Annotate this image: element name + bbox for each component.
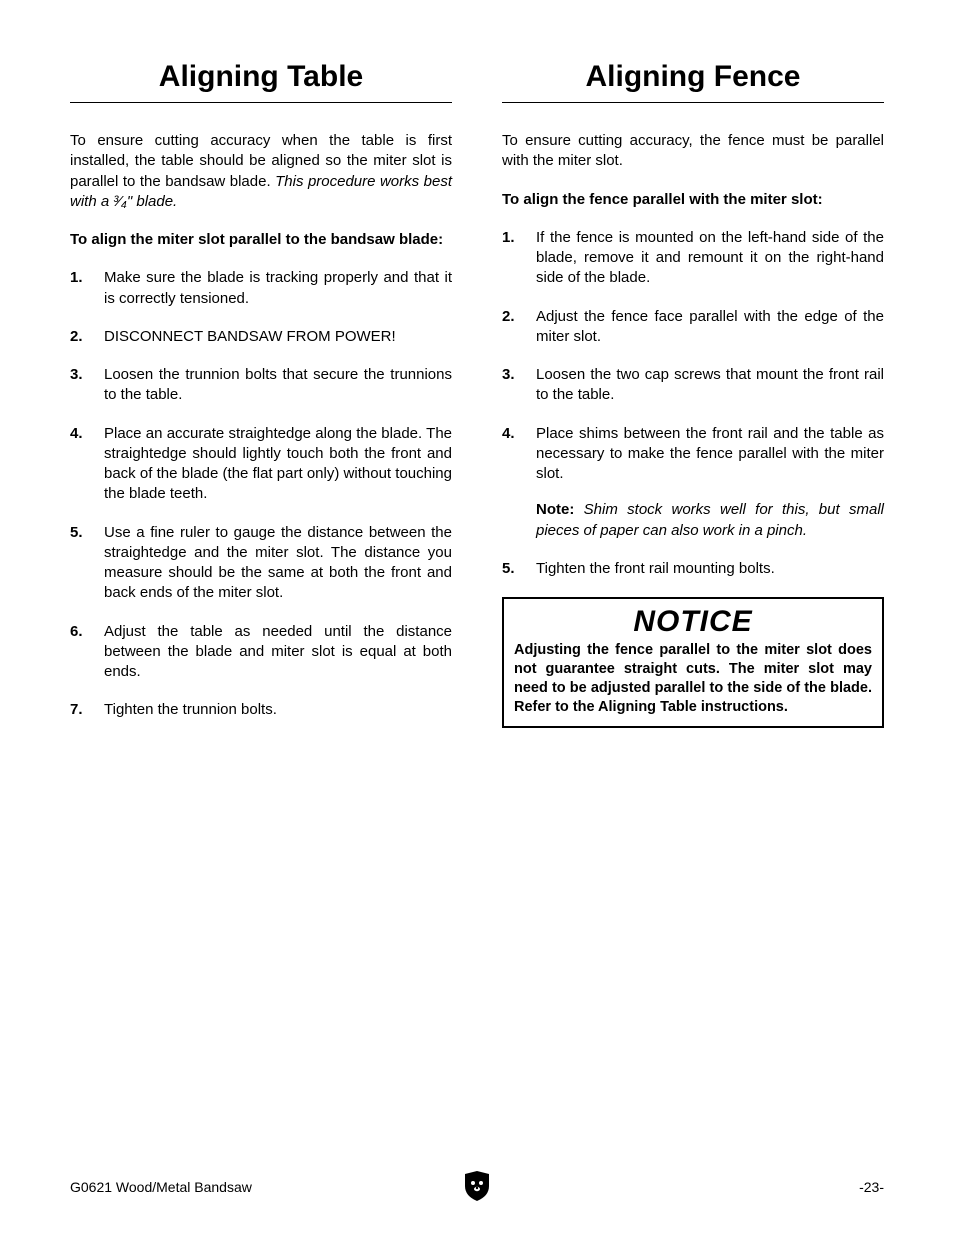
note-body: Shim stock works well for this, but smal… <box>536 501 884 538</box>
two-column-layout: Aligning Table To ensure cutting accurac… <box>70 60 884 739</box>
list-item: Loosen the two cap screws that mount the… <box>502 365 884 406</box>
left-title: Aligning Table <box>70 60 452 103</box>
step-text: Place shims between the front rail and t… <box>536 425 884 483</box>
list-item: Use a fine ruler to gauge the distance b… <box>70 523 452 604</box>
notice-box: NOTICE Adjusting the fence parallel to t… <box>502 597 884 728</box>
notice-title: NOTICE <box>514 605 872 639</box>
left-intro: To ensure cutting accuracy when the tabl… <box>70 131 452 212</box>
right-steps: If the fence is mounted on the left-hand… <box>502 228 884 579</box>
list-item: Tighten the front rail mounting bolts. <box>502 559 884 579</box>
list-item: DISCONNECT BANDSAW FROM POWER! <box>70 327 452 347</box>
bear-shield-icon <box>463 1170 491 1202</box>
list-item: Adjust the fence face parallel with the … <box>502 307 884 348</box>
list-item: Loosen the trunnion bolts that secure th… <box>70 365 452 406</box>
list-item: Tighten the trunnion bolts. <box>70 700 452 720</box>
left-column: Aligning Table To ensure cutting accurac… <box>70 60 452 739</box>
right-intro: To ensure cutting accuracy, the fence mu… <box>502 131 884 172</box>
right-subhead: To align the fence parallel with the mit… <box>502 190 884 210</box>
list-item: Adjust the table as needed until the dis… <box>70 622 452 683</box>
notice-body: Adjusting the fence parallel to the mite… <box>514 641 872 716</box>
left-steps: Make sure the blade is tracking properly… <box>70 268 452 720</box>
list-item: Place an accurate straightedge along the… <box>70 424 452 505</box>
step-note: Note: Shim stock works well for this, bu… <box>536 500 884 541</box>
left-subhead: To align the miter slot parallel to the … <box>70 230 452 250</box>
footer-left: G0621 Wood/Metal Bandsaw <box>70 1179 252 1195</box>
right-title: Aligning Fence <box>502 60 884 103</box>
right-column: Aligning Fence To ensure cutting accurac… <box>502 60 884 739</box>
list-item: Make sure the blade is tracking properly… <box>70 268 452 309</box>
page-footer: G0621 Wood/Metal Bandsaw -23- <box>70 1179 884 1195</box>
footer-right: -23- <box>859 1179 884 1195</box>
list-item: If the fence is mounted on the left-hand… <box>502 228 884 289</box>
list-item: Place shims between the front rail and t… <box>502 424 884 541</box>
note-label: Note: <box>536 501 584 518</box>
footer-logo <box>463 1170 491 1205</box>
